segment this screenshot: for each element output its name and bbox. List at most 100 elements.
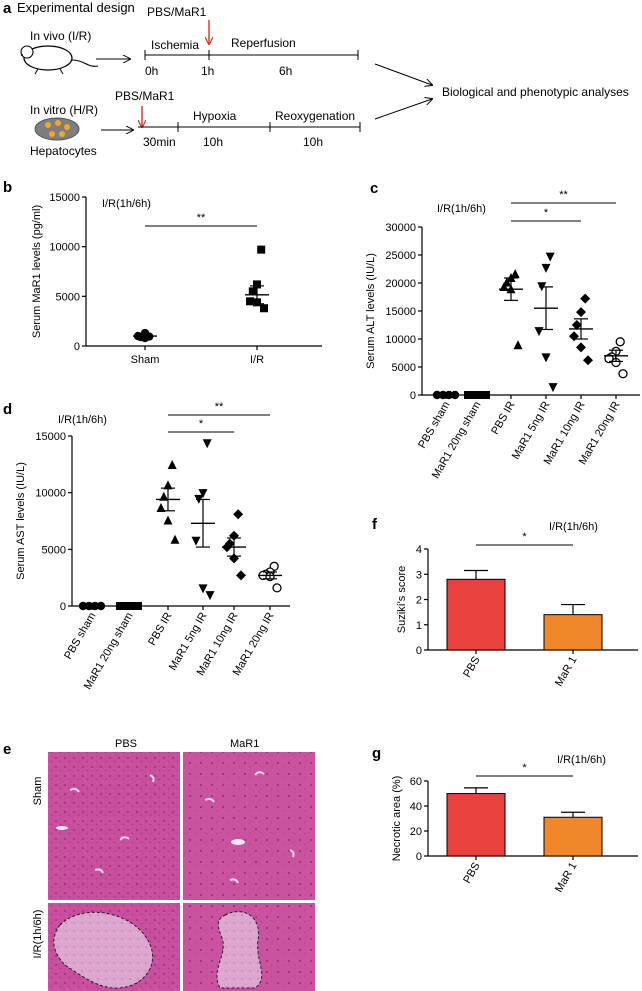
data-point bbox=[604, 353, 614, 364]
invivo-treatment: PBS/MaR1 bbox=[147, 5, 207, 19]
data-point bbox=[248, 287, 257, 296]
invitro-label: In vitro (H/R) bbox=[30, 103, 98, 117]
data-point bbox=[198, 489, 208, 499]
data-point bbox=[233, 509, 244, 520]
data-point bbox=[163, 480, 173, 490]
data-point bbox=[580, 293, 591, 304]
mouse-icon bbox=[20, 45, 99, 75]
histology-image-mar1-ir bbox=[183, 903, 315, 991]
panel-g-letter: g bbox=[372, 745, 381, 762]
data-point bbox=[191, 536, 201, 546]
histo-col-label-mar1: MaR1 bbox=[230, 738, 259, 750]
y-tick-label: 0 bbox=[416, 645, 422, 657]
data-point bbox=[541, 353, 551, 363]
data-point bbox=[257, 245, 266, 254]
data-point bbox=[205, 591, 215, 601]
chart-c-title: I/R(1h/6h) bbox=[437, 203, 486, 215]
y-tick-label: 3 bbox=[416, 569, 422, 581]
data-point bbox=[583, 355, 593, 366]
histo-col-label-pbs: PBS bbox=[115, 738, 137, 750]
invitro-phase2: Reoxygenation bbox=[275, 109, 355, 123]
significance-label: * bbox=[544, 207, 549, 219]
y-tick-label: 5000 bbox=[42, 544, 66, 556]
invitro-t2: 10h bbox=[303, 135, 323, 149]
invivo-t0: 0h bbox=[145, 64, 158, 78]
y-tick-label: 0 bbox=[416, 851, 422, 863]
invivo-phase1: Ischemia bbox=[151, 38, 199, 52]
chart-c: I/R(1h/6h) 0 5000 10000 15000 20000 25000 30000… bbox=[365, 189, 640, 481]
data-point bbox=[545, 252, 555, 262]
panel-c-letter: c bbox=[370, 180, 378, 197]
bar bbox=[446, 578, 506, 651]
x-tick-label: PBS bbox=[461, 655, 482, 680]
significance-label: * bbox=[199, 418, 204, 430]
invitro-treatment: PBS/MaR1 bbox=[115, 89, 175, 103]
x-tick-label: PBS IR bbox=[489, 399, 517, 436]
y-tick-label: 20 bbox=[410, 826, 422, 838]
y-tick-label: 10000 bbox=[49, 242, 80, 254]
bar bbox=[543, 816, 603, 857]
y-tick-label: 0 bbox=[60, 601, 66, 613]
chart-d: I/R(1h/6h) 0 5000 10000 15000 Serum AST level… bbox=[15, 401, 290, 692]
outcome-arrow-top bbox=[374, 63, 432, 85]
invivo-t2: 6h bbox=[279, 64, 292, 78]
bar bbox=[446, 793, 506, 857]
y-tick-label: 30000 bbox=[385, 222, 416, 234]
histo-row-label-sham: Sham bbox=[32, 777, 44, 806]
hepatocytes-icon bbox=[34, 117, 80, 141]
y-tick-label: 20000 bbox=[385, 278, 416, 290]
panel-a-heading: Experimental design bbox=[17, 0, 135, 15]
data-point bbox=[202, 439, 212, 449]
y-tick-label: 0 bbox=[74, 341, 80, 353]
y-tick-label: 15000 bbox=[35, 431, 66, 443]
invivo-label: In vivo (I/R) bbox=[30, 29, 91, 43]
data-point bbox=[253, 280, 261, 289]
data-point bbox=[541, 263, 551, 273]
x-tick-label: PBS bbox=[461, 861, 482, 886]
significance-label: ** bbox=[559, 189, 568, 201]
invitro-t1: 10h bbox=[203, 135, 223, 149]
chart-c-y-label: Serum ALT levels (IU/L) bbox=[365, 253, 377, 369]
histology-image-pbs-ir bbox=[48, 903, 180, 991]
chart-f: I/R(1h/6h) 0 1 2 3 4 Suzikí's score PBS MaR 1 * bbox=[396, 521, 638, 689]
panel-e-letter: e bbox=[3, 741, 11, 758]
data-point bbox=[167, 459, 177, 469]
chart-b: I/R(1h/6h) 0 5000 10000 15000 Serum MaR1 leve… bbox=[31, 192, 322, 366]
histology-image-pbs-sham bbox=[48, 752, 180, 900]
data-point bbox=[576, 342, 586, 353]
data-point bbox=[510, 269, 520, 279]
outcome-label: Biological and phenotypic analyses bbox=[442, 85, 629, 99]
data-point bbox=[513, 340, 523, 350]
chart-b-title: I/R(1h/6h) bbox=[102, 198, 151, 210]
chart-f-y-label: Suzikí's score bbox=[396, 566, 408, 634]
y-tick-label: 15000 bbox=[49, 192, 80, 204]
data-point bbox=[534, 327, 544, 337]
invitro-cells: Hepatocytes bbox=[30, 144, 97, 158]
x-tick-label: I/R bbox=[250, 354, 264, 366]
panel-a: a Experimental design In vivo (I/R) PBS/… bbox=[3, 0, 629, 158]
data-point bbox=[140, 328, 150, 338]
data-point bbox=[272, 583, 282, 593]
data-point bbox=[170, 534, 180, 544]
y-tick-label: 60 bbox=[410, 776, 422, 788]
invitro-phase1: Hypoxia bbox=[193, 109, 237, 123]
data-point bbox=[615, 337, 625, 347]
x-tick-label: PBS sham bbox=[62, 611, 98, 662]
data-point bbox=[618, 369, 628, 379]
data-point bbox=[156, 503, 166, 513]
invivo-t1: 1h bbox=[201, 64, 214, 78]
y-tick-label: 10000 bbox=[385, 334, 416, 346]
x-tick-label: MaR 1 bbox=[553, 655, 580, 689]
x-tick-label: PBS IR bbox=[146, 610, 174, 647]
data-point bbox=[571, 320, 582, 330]
significance-label: * bbox=[522, 762, 527, 774]
outcome-arrow-bottom bbox=[374, 99, 432, 120]
y-tick-label: 4 bbox=[416, 544, 422, 556]
chart-f-title: I/R(1h/6h) bbox=[549, 521, 598, 533]
data-point bbox=[260, 304, 268, 313]
panel-f-letter: f bbox=[372, 516, 378, 533]
y-tick-label: 1 bbox=[416, 620, 422, 632]
histo-row-label-ir: I/R(1h/6h) bbox=[32, 910, 44, 959]
panel-e: e PBS MaR1 Sham I/R(1h/6h) bbox=[3, 738, 315, 991]
